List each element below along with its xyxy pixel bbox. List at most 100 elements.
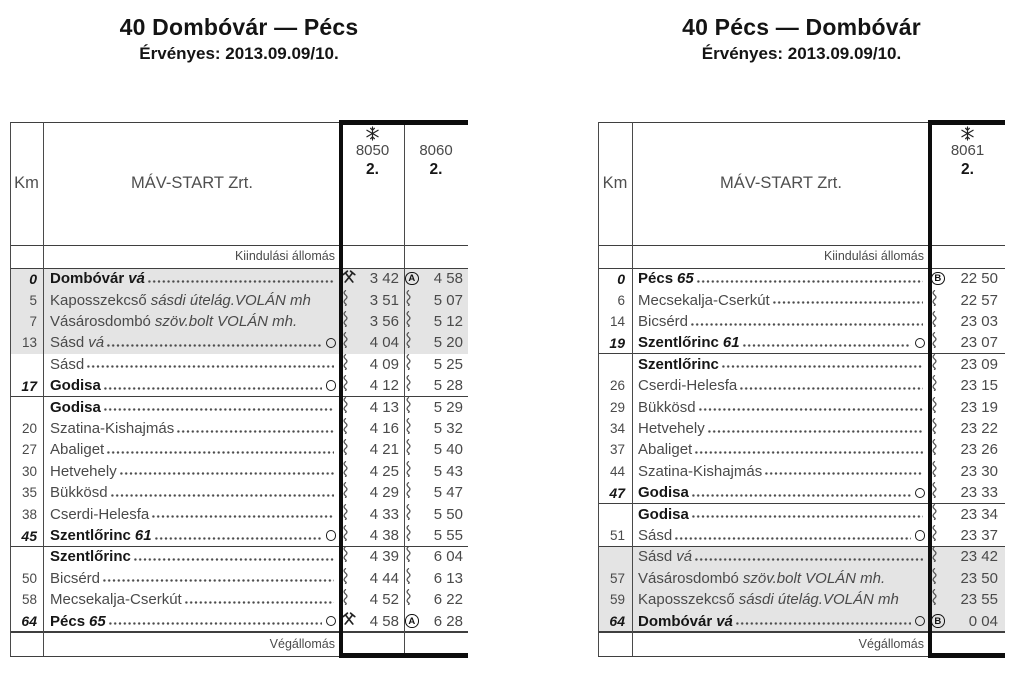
time-cell: 3 56 bbox=[341, 310, 404, 332]
time-value: 4 12 bbox=[369, 377, 399, 395]
station-cell: Hetvehely bbox=[631, 420, 930, 438]
divider bbox=[43, 122, 45, 656]
km-value: 26 bbox=[609, 378, 625, 394]
time-value: 23 34 bbox=[960, 505, 998, 523]
dotted-leader bbox=[132, 548, 334, 566]
station-name: Mecsekalja-Cserkút bbox=[638, 291, 770, 309]
station-row: 14 Bicsérd 23 03 bbox=[598, 310, 1005, 332]
wavy-line-icon bbox=[931, 482, 938, 503]
time-value: 4 33 bbox=[369, 505, 399, 523]
time-cell: 23 42 bbox=[930, 546, 1005, 567]
time-cell: 5 28 bbox=[404, 375, 468, 396]
station-row: Szentlőrinc 23 09 bbox=[598, 353, 1005, 375]
circled-b-icon: B bbox=[931, 271, 945, 286]
dotted-leader bbox=[674, 527, 911, 545]
dotted-leader bbox=[102, 377, 322, 395]
time-cell: 5 40 bbox=[404, 439, 468, 460]
km-column-header: Km bbox=[14, 174, 39, 192]
time-cell: 4 04 bbox=[341, 332, 404, 353]
dotted-leader bbox=[176, 420, 334, 438]
time-cell: 23 07 bbox=[930, 332, 1005, 353]
divider bbox=[339, 653, 468, 658]
divider bbox=[928, 120, 932, 658]
station-row: 59 Kaposszekcső sásdi útelág.VOLÁN mh 23 55 bbox=[598, 589, 1005, 611]
station-row: 47 Godisa 23 33 bbox=[598, 482, 1005, 505]
dotted-leader bbox=[102, 569, 334, 587]
wavy-line-icon bbox=[931, 525, 938, 546]
station-cell: Godisa bbox=[43, 398, 341, 416]
station-name: Abaliget bbox=[638, 441, 693, 459]
time-cell: 23 34 bbox=[930, 503, 1005, 524]
station-name: Sásd bbox=[50, 355, 85, 373]
snowflake-icon bbox=[930, 125, 1005, 141]
dotted-leader bbox=[690, 505, 923, 523]
station-name: Vásárosdombó bbox=[50, 313, 151, 331]
time-cell: 23 30 bbox=[930, 460, 1005, 482]
time-value: 23 50 bbox=[960, 569, 998, 587]
time-cell: B 0 04 bbox=[930, 611, 1005, 632]
station-cell: Hetvehely bbox=[43, 462, 341, 480]
wavy-line-icon bbox=[931, 332, 938, 353]
time-cell: 23 09 bbox=[930, 353, 1005, 375]
dotted-leader bbox=[109, 484, 334, 502]
origin-row-label: Kiindulási állomás bbox=[234, 249, 335, 263]
time-cell: 5 43 bbox=[404, 460, 468, 482]
time-value: 6 04 bbox=[433, 548, 463, 566]
hammer-and-pick-icon bbox=[342, 270, 356, 288]
station-cell: Cserdi-Helesfa bbox=[631, 377, 930, 395]
time-cell: 23 15 bbox=[930, 375, 1005, 396]
wavy-line-icon bbox=[405, 503, 412, 525]
station-cell: Abaliget bbox=[631, 441, 930, 459]
train-number: 8061 bbox=[950, 142, 985, 159]
km-value: 27 bbox=[21, 442, 37, 458]
dotted-leader bbox=[106, 441, 334, 459]
divider bbox=[339, 120, 468, 125]
station-name-suffix: 65 bbox=[677, 270, 694, 288]
station-row: 38 Cserdi-Helesfa 4 33 5 50 bbox=[10, 503, 468, 524]
station-name: Pécs bbox=[50, 612, 86, 630]
dotted-leader bbox=[690, 313, 923, 331]
time-cell: B 22 50 bbox=[930, 268, 1005, 289]
station-name-suffix: szöv.bolt VOLÁN mh. bbox=[154, 313, 298, 331]
station-row: 58 Mecsekalja-Cserkút 4 52 6 22 bbox=[10, 589, 468, 610]
wavy-line-icon bbox=[342, 503, 349, 525]
wavy-line-icon bbox=[342, 396, 349, 418]
station-cell: Sásd vá bbox=[43, 334, 341, 352]
divider bbox=[10, 122, 12, 656]
station-row: 5 Kaposszekcső sásdi útelág.VOLÁN mh 3 51 5 … bbox=[10, 289, 468, 311]
wavy-line-icon bbox=[342, 546, 349, 567]
dotted-leader bbox=[146, 270, 334, 288]
time-cell: 5 47 bbox=[404, 482, 468, 503]
station-name: Sásd bbox=[638, 548, 673, 566]
station-row: 27 Abaliget 4 21 5 40 bbox=[10, 439, 468, 460]
km-value: 13 bbox=[21, 335, 37, 351]
validity-subtitle: Érvényes: 2013.09.09/10. bbox=[701, 44, 902, 63]
station-row: Godisa 23 34 bbox=[598, 503, 1005, 524]
station-row: 17 Godisa 4 12 5 28 bbox=[10, 375, 468, 398]
station-row: 50 Bicsérd 4 44 6 13 bbox=[10, 567, 468, 589]
wavy-line-icon bbox=[342, 353, 349, 375]
time-value: 5 20 bbox=[433, 334, 463, 352]
time-value: 23 03 bbox=[960, 313, 998, 331]
km-value: 0 bbox=[29, 270, 37, 287]
divider bbox=[928, 120, 1005, 125]
station-name: Cserdi-Helesfa bbox=[638, 377, 738, 395]
dotted-leader bbox=[720, 355, 923, 373]
time-cell: 23 22 bbox=[930, 417, 1005, 439]
station-cell: Godisa bbox=[631, 505, 930, 523]
time-value: 3 56 bbox=[369, 313, 399, 331]
wavy-line-icon bbox=[931, 589, 938, 610]
time-value: 23 22 bbox=[960, 420, 998, 438]
time-value: 5 43 bbox=[433, 462, 463, 480]
station-row: 29 Bükkösd 23 19 bbox=[598, 396, 1005, 417]
station-row: 64 Dombóvár vá B 0 04 bbox=[598, 610, 1005, 633]
station-cell: Cserdi-Helesfa bbox=[43, 505, 341, 523]
station-cell: Dombóvár vá bbox=[43, 270, 341, 288]
dotted-leader bbox=[690, 484, 911, 502]
time-value: 4 04 bbox=[369, 334, 399, 352]
right-title-block: 40 Pécs — Dombóvár Érvényes: 2013.09.09/… bbox=[598, 12, 1005, 65]
wavy-line-icon bbox=[342, 525, 349, 546]
station-name: Bükkösd bbox=[50, 484, 108, 502]
time-cell: 23 55 bbox=[930, 589, 1005, 610]
dotted-leader bbox=[118, 462, 334, 480]
